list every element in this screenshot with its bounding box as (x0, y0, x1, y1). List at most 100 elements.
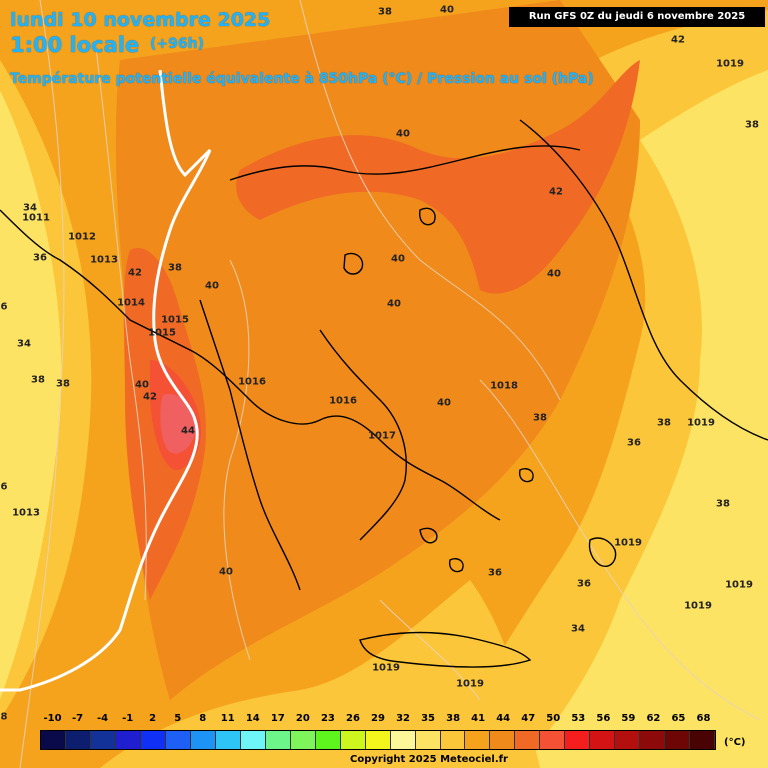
temperature-label: 38 (378, 6, 392, 18)
pressure-label: 1018 (490, 380, 518, 392)
scale-tick: 50 (546, 713, 561, 724)
peak-zone (160, 394, 196, 454)
scale-swatch (665, 731, 691, 749)
scale-swatch (565, 731, 591, 749)
scale-swatch (90, 731, 116, 749)
scale-tick: 44 (496, 713, 511, 724)
temperature-label: 40 (205, 280, 219, 292)
scale-swatch (415, 731, 441, 749)
scale-tick: 38 (446, 713, 461, 724)
scale-tick: 62 (646, 713, 661, 724)
temperature-label: 38 (56, 378, 70, 390)
pressure-label: 1015 (148, 327, 176, 339)
pressure-label: 1017 (368, 430, 396, 442)
temperature-label: 40 (440, 4, 454, 16)
scale-tick: 47 (521, 713, 536, 724)
scale-swatch (515, 731, 541, 749)
pressure-label: 1019 (716, 58, 744, 70)
isobar-line (479, 379, 761, 721)
scale-swatch (140, 731, 166, 749)
pressure-label: 1019 (372, 662, 400, 674)
temperature-label: 40 (219, 566, 233, 578)
scale-tick: 53 (571, 713, 586, 724)
temperature-label: 44 (181, 425, 195, 437)
scale-swatch (115, 731, 141, 749)
west-pale-band (0, 90, 62, 700)
pressure-label: 1014 (117, 297, 145, 309)
isobar-line (379, 599, 481, 701)
scale-tick: 29 (371, 713, 385, 724)
isobar-line (94, 39, 147, 601)
lake-1 (343, 252, 364, 275)
temperature-label: 38 (168, 262, 182, 274)
map-subtitle: Température potentielle équivalente à 85… (10, 71, 594, 87)
scale-swatch (465, 731, 491, 749)
scale-tick: 14 (245, 713, 260, 724)
scale-tick: 2 (149, 713, 157, 724)
coastline-turkey (519, 119, 768, 441)
isobars (19, 0, 761, 768)
temperature-label: 36 (577, 578, 591, 590)
temperature-label: 40 (135, 379, 149, 391)
crete-island (359, 631, 532, 668)
temperature-label: 40 (391, 253, 405, 265)
east-pale-field (520, 70, 768, 768)
pressure-label: 1019 (684, 600, 712, 612)
south-light-field (100, 580, 540, 768)
scale-swatch (240, 731, 266, 749)
scale-swatch (315, 731, 341, 749)
temperature-label: 40 (387, 298, 401, 310)
map-date: lundi 10 novembre 2025 (10, 9, 271, 31)
scale-tick: 23 (320, 713, 335, 724)
temperature-label: 42 (671, 34, 685, 46)
scale-tick: 68 (696, 713, 711, 724)
temperature-label: 38 (745, 119, 759, 131)
coastline-aegean (319, 329, 407, 541)
temperature-label: 42 (549, 186, 563, 198)
temperature-label: 38 (533, 412, 547, 424)
temperature-label: 34 (23, 202, 37, 214)
pressure-label: 1016 (238, 376, 266, 388)
isobar-line (299, 0, 561, 401)
lake-2 (419, 207, 436, 226)
pressure-label: 1019 (725, 579, 753, 591)
scale-tick: 26 (345, 713, 360, 724)
pressure-label: 1019 (687, 417, 715, 429)
scale-ticks: -10 -7 -4 -1 2 5 8 11 14 17 20 23 26 29 32 35 38 41 44 47 50… (43, 713, 730, 727)
scale-swatch (215, 731, 241, 749)
coastlines (0, 119, 768, 668)
scale-swatch (540, 731, 566, 749)
coastline-mainland (0, 209, 501, 521)
scale-swatch (615, 731, 641, 749)
scale-tick: 56 (596, 713, 611, 724)
scale-swatch (65, 731, 91, 749)
temperature-label: 38 (31, 374, 45, 386)
temperature-label: 42 (143, 391, 157, 403)
isobar-line (223, 259, 251, 661)
scale-swatch (340, 731, 366, 749)
scale-tick: 35 (421, 713, 436, 724)
scale-tick: 8 (199, 713, 207, 724)
pressure-label: 1012 (68, 231, 96, 243)
scale-swatch (390, 731, 416, 749)
scale-swatch (165, 731, 191, 749)
pressure-label: 1011 (22, 212, 50, 224)
local-time: 1:00 locale (10, 33, 140, 57)
temperature-label: 8 (0, 711, 8, 723)
scale-swatch (365, 731, 391, 749)
temperature-label: 34 (17, 338, 31, 350)
pressure-label: 1016 (329, 395, 357, 407)
scale-swatch (290, 731, 316, 749)
scale-swatch (590, 731, 616, 749)
west-yellow-band (0, 60, 92, 720)
border-balkan (229, 145, 581, 181)
pressure-label: 1013 (90, 254, 118, 266)
temperature-label: 36 (627, 437, 641, 449)
lead-time: (+96h) (150, 36, 204, 52)
scale-tick: 5 (174, 713, 182, 724)
temperature-label: 36 (33, 252, 47, 264)
scale-swatch (190, 731, 216, 749)
temperature-label: 36 (488, 567, 502, 579)
